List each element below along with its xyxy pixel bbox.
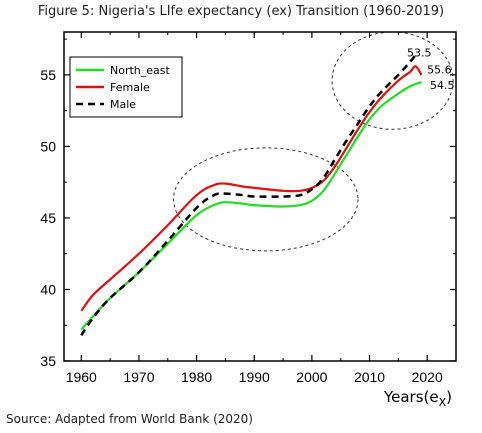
legend-label-male: Male: [110, 98, 136, 111]
y-tick-label: 35: [40, 353, 56, 369]
series-line-north-east: [80, 81, 422, 331]
x-tick-label: 1960: [66, 369, 97, 385]
plot-frame: [63, 31, 457, 362]
y-tick-label: 55: [40, 67, 56, 83]
value-annotation: 54.5: [430, 79, 455, 92]
source-note: Source: Adapted from World Bank (2020): [6, 412, 253, 426]
legend: North_east Female Male: [69, 56, 183, 118]
y-tick-label: 40: [40, 281, 56, 297]
highlight-ellipse-1: [173, 147, 359, 252]
series-lines: [80, 54, 423, 336]
legend-label-female: Female: [110, 81, 150, 94]
y-tick-label: 45: [40, 210, 56, 226]
x-tick-label: 2010: [354, 369, 385, 385]
x-tick-label: 1990: [239, 369, 270, 385]
x-tick-label: 2000: [296, 369, 327, 385]
x-tick-label: 2020: [412, 369, 443, 385]
figure-title: Figure 5: Nigeria's LIfe expectancy (ex)…: [37, 4, 445, 19]
value-annotations: 53.5 55.6 54.5: [407, 46, 455, 92]
x-axis-title: Years(eX): [383, 388, 452, 409]
value-annotation: 55.6: [427, 63, 452, 76]
x-tick-label: 1980: [181, 369, 212, 385]
highlight-ellipses: [173, 31, 454, 252]
highlight-ellipse-2: [331, 31, 454, 130]
axis-ticks: 1960 1970 1980 1990 2000 2010 2020 35 40 45 50 55: [40, 32, 457, 385]
value-annotation: 53.5: [407, 46, 432, 59]
legend-label-north-east: North_east: [110, 64, 171, 77]
y-tick-label: 50: [40, 138, 56, 154]
x-tick-label: 1970: [123, 369, 154, 385]
series-line-female: [80, 65, 423, 312]
